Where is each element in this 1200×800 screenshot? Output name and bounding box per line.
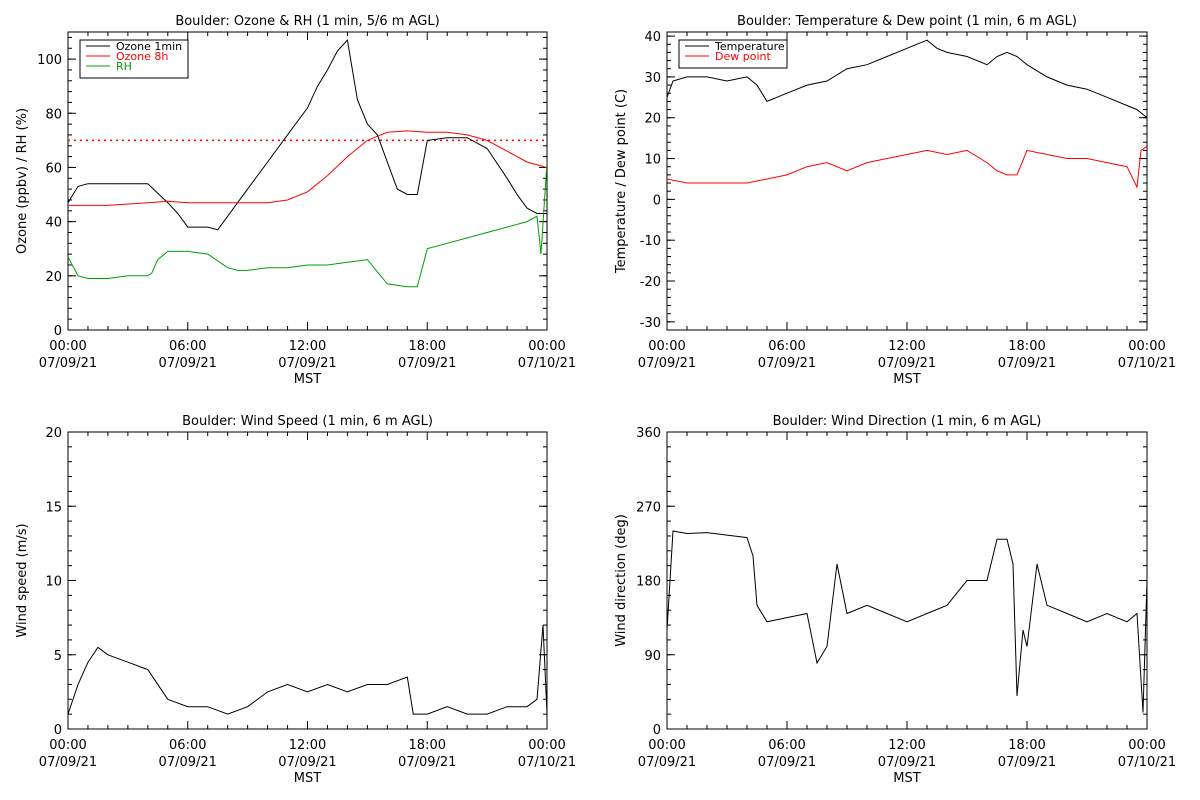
x-tick-time-label: 06:00: [768, 738, 805, 753]
x-tick-date-label: 07/09/21: [758, 755, 816, 770]
y-tick-label: 20: [644, 112, 661, 127]
plot-frame: [666, 31, 1148, 331]
series-line-0: [667, 39, 1147, 119]
y-axis-label: Ozone (ppbv) / RH (%): [15, 108, 30, 254]
y-tick-label: 5: [54, 649, 62, 664]
y-tick-label: 0: [54, 723, 62, 738]
chart-title: Boulder: Wind Speed (1 min, 6 m AGL): [182, 414, 433, 429]
chart-title: Boulder: Wind Direction (1 min, 6 m AGL): [773, 414, 1042, 429]
x-tick-date-label: 07/09/21: [758, 356, 816, 371]
x-tick-time-label: 06:00: [169, 738, 206, 753]
legend-box: [678, 39, 788, 69]
x-tick-time-label: 00:00: [49, 738, 86, 753]
y-tick-label: 270: [636, 500, 661, 515]
series-line-0: [68, 624, 547, 715]
x-tick-time-label: 18:00: [1008, 738, 1045, 753]
series-line-1: [68, 130, 547, 206]
y-axis-label: Wind direction (deg): [614, 514, 629, 647]
series-line-1: [667, 145, 1147, 189]
series-line-0: [68, 39, 547, 231]
ozone-rh-panel: Boulder: Ozone & RH (1 min, 5/6 m AGL) 0 2…: [15, 14, 576, 387]
chart-title: Boulder: Ozone & RH (1 min, 5/6 m AGL): [175, 14, 439, 29]
x-tick-date-label: 07/09/21: [398, 356, 456, 371]
series-line-0: [667, 530, 1147, 713]
x-tick-date-label: 07/09/21: [39, 356, 97, 371]
x-tick-time-label: 12:00: [888, 339, 925, 354]
x-tick-date-label: 07/10/21: [1118, 755, 1176, 770]
y-tick-label: 10: [45, 575, 62, 590]
y-tick-label: 20: [45, 270, 62, 285]
x-tick-date-label: 07/10/21: [518, 755, 576, 770]
x-tick-time-label: 00:00: [49, 339, 86, 354]
x-tick-time-label: 00:00: [648, 738, 685, 753]
x-tick-date-label: 07/09/21: [159, 356, 217, 371]
x-tick-date-label: 07/09/21: [398, 755, 456, 770]
y-axis-label: Temperature / Dew point (C): [614, 89, 629, 274]
x-tick-time-label: 06:00: [169, 339, 206, 354]
x-tick-date-label: 07/10/21: [518, 356, 576, 371]
plot-frame: [666, 431, 1148, 730]
y-tick-label: 100: [37, 53, 62, 68]
x-tick-time-label: 00:00: [1128, 738, 1165, 753]
x-tick-date-label: 07/09/21: [638, 755, 696, 770]
x-tick-time-label: 00:00: [648, 339, 685, 354]
x-tick-time-label: 06:00: [768, 339, 805, 354]
y-tick-label: -10: [640, 234, 661, 249]
legend-label: Dew point: [715, 50, 771, 63]
y-tick-label: 15: [45, 500, 62, 515]
legend-label: Ozone 8h: [116, 50, 168, 63]
y-tick-label: -20: [640, 275, 661, 290]
x-tick-time-label: 12:00: [289, 738, 326, 753]
y-tick-label: 80: [45, 107, 62, 122]
y-tick-label: 0: [54, 324, 62, 339]
x-tick-time-label: 00:00: [1128, 339, 1165, 354]
x-tick-time-label: 00:00: [528, 738, 565, 753]
x-axis-label: MST: [294, 771, 321, 786]
y-axis-label: Wind speed (m/s): [15, 523, 30, 637]
wind-direction-panel: Boulder: Wind Direction (1 min, 6 m AGL)…: [614, 414, 1176, 786]
x-axis-label: MST: [893, 372, 920, 387]
x-tick-date-label: 07/09/21: [159, 755, 217, 770]
y-tick-label: 360: [636, 426, 661, 441]
x-tick-date-label: 07/09/21: [39, 755, 97, 770]
x-axis-label: MST: [294, 372, 321, 387]
x-tick-time-label: 18:00: [409, 339, 446, 354]
x-tick-date-label: 07/09/21: [278, 755, 336, 770]
x-tick-date-label: 07/09/21: [998, 356, 1056, 371]
x-tick-time-label: 00:00: [528, 339, 565, 354]
x-tick-date-label: 07/09/21: [878, 755, 936, 770]
chart-title: Boulder: Temperature & Dew point (1 min,…: [737, 14, 1077, 29]
y-tick-label: 30: [644, 71, 661, 86]
y-tick-label: -30: [640, 316, 661, 331]
x-tick-date-label: 07/10/21: [1118, 356, 1176, 371]
y-tick-label: 180: [636, 575, 661, 590]
y-tick-label: 40: [45, 216, 62, 231]
legend-label: Temperature: [714, 40, 785, 53]
y-tick-label: 20: [45, 426, 62, 441]
y-tick-label: 40: [644, 30, 661, 45]
x-tick-date-label: 07/09/21: [878, 356, 936, 371]
plot-frame: [67, 431, 548, 730]
legend-label: RH: [116, 60, 132, 73]
x-axis-label: MST: [893, 771, 920, 786]
x-tick-time-label: 12:00: [289, 339, 326, 354]
x-tick-date-label: 07/09/21: [998, 755, 1056, 770]
x-tick-time-label: 18:00: [409, 738, 446, 753]
x-tick-time-label: 18:00: [1008, 339, 1045, 354]
wind-speed-panel: Boulder: Wind Speed (1 min, 6 m AGL) 0 5 10…: [15, 414, 576, 786]
y-tick-label: 60: [45, 161, 62, 176]
temp-dewpoint-panel: Boulder: Temperature & Dew point (1 min,…: [614, 14, 1176, 387]
legend-label: Ozone 1min: [116, 40, 182, 53]
y-tick-label: 10: [644, 153, 661, 168]
y-tick-label: 90: [644, 649, 661, 664]
x-tick-date-label: 07/09/21: [278, 356, 336, 371]
x-tick-time-label: 12:00: [888, 738, 925, 753]
y-tick-label: 0: [653, 193, 661, 208]
x-tick-date-label: 07/09/21: [638, 356, 696, 371]
y-tick-label: 0: [653, 723, 661, 738]
series-line-2: [68, 161, 547, 288]
